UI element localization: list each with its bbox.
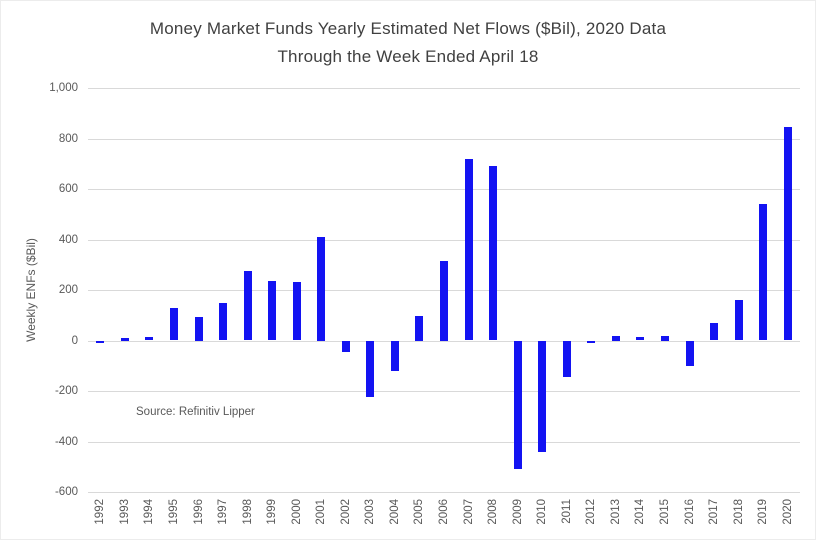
x-tick-label: 2012 — [585, 499, 598, 525]
bar-2005 — [415, 316, 424, 341]
bar-2002 — [341, 340, 350, 352]
bar-2010 — [538, 340, 547, 452]
y-axis-label: Weekly ENFs ($Bil) — [24, 238, 38, 342]
y-tick-label: 0 — [71, 334, 78, 347]
bar-2014 — [636, 337, 645, 341]
x-tick-label: 1994 — [143, 499, 156, 525]
x-tick-label: 2008 — [487, 499, 500, 525]
y-tick-label: 800 — [58, 132, 78, 145]
x-tick-label: 1992 — [94, 499, 107, 525]
gridline — [88, 138, 800, 140]
gridline — [88, 340, 800, 342]
bar-2018 — [734, 300, 743, 341]
chart-title-line2: Through the Week Ended April 18 — [277, 47, 539, 66]
x-tick-label: 2001 — [315, 499, 328, 525]
x-tick-label: 2017 — [708, 499, 721, 525]
bar-2009 — [513, 340, 522, 470]
bar-1999 — [268, 281, 277, 341]
x-tick-label: 2020 — [781, 499, 794, 525]
bar-2016 — [685, 340, 694, 366]
x-tick-label: 2010 — [536, 499, 549, 525]
bar-2011 — [562, 340, 571, 378]
source-note: Source: Refinitiv Lipper — [136, 406, 255, 418]
y-tick-label: 1,000 — [49, 82, 78, 94]
x-tick-label: 1997 — [217, 499, 229, 525]
x-tick-label: 2007 — [462, 499, 475, 525]
x-tick-label: 2004 — [388, 499, 401, 525]
gridline — [88, 189, 800, 190]
bar-2004 — [390, 340, 399, 371]
x-tick-label: 1995 — [167, 499, 180, 525]
x-tick-label: 1998 — [241, 499, 254, 525]
bar-1993 — [120, 338, 129, 341]
x-tick-label: 2005 — [413, 499, 426, 525]
y-tick-label: -200 — [54, 385, 78, 397]
bar-2001 — [317, 237, 326, 341]
y-tick-label: -400 — [54, 435, 78, 448]
bar-1992 — [96, 340, 105, 343]
x-tick-label: 2019 — [757, 499, 770, 525]
x-tick-label: 2003 — [364, 499, 377, 525]
bar-2012 — [587, 340, 596, 343]
chart-title-line1: Money Market Funds Yearly Estimated Net … — [149, 19, 667, 38]
bar-2006 — [440, 261, 448, 341]
x-tick-label: 2002 — [339, 499, 352, 525]
bar-1997 — [219, 303, 227, 341]
x-tick-label: 2013 — [609, 499, 622, 525]
bar-1998 — [243, 271, 252, 341]
gridline — [88, 88, 800, 89]
x-tick-label: 2015 — [659, 499, 671, 525]
bar-1996 — [194, 316, 203, 341]
x-tick-label: 1993 — [118, 499, 131, 525]
y-tick-label: 200 — [58, 284, 78, 296]
bar-1995 — [169, 307, 178, 341]
y-tick-label: 600 — [58, 183, 78, 195]
gridline — [88, 239, 800, 241]
bar-2008 — [489, 166, 498, 341]
x-tick-label: 2014 — [634, 499, 647, 525]
x-tick-label: 2011 — [560, 499, 573, 524]
bar-2013 — [611, 335, 620, 341]
bar-2007 — [464, 158, 473, 341]
plot-area: Source: Refinitiv Lipper 1,000 800 600 400 2… — [49, 82, 800, 525]
x-tick-label: 2016 — [683, 499, 696, 525]
bar-2017 — [710, 322, 719, 341]
x-tick-label: 2018 — [732, 499, 745, 525]
bar-2015 — [661, 336, 669, 341]
x-tick-label: 1999 — [266, 499, 279, 525]
gridline — [88, 492, 800, 493]
chart-title: Money Market Funds Yearly Estimated Net … — [1, 15, 815, 71]
x-tick-label: 2009 — [511, 499, 524, 525]
gridline — [88, 391, 800, 392]
x-tick-label: 1996 — [192, 499, 205, 525]
bar-2000 — [292, 282, 301, 341]
y-tick-label: -600 — [54, 486, 78, 498]
x-tick-label: 2006 — [438, 499, 450, 525]
bar-1994 — [145, 336, 154, 341]
bar-2019 — [759, 204, 768, 341]
y-tick-label: 400 — [58, 233, 78, 246]
x-tick-label: 2000 — [290, 499, 303, 525]
bar-2003 — [366, 340, 375, 398]
bar-2020 — [783, 127, 792, 341]
gridline — [88, 441, 800, 443]
